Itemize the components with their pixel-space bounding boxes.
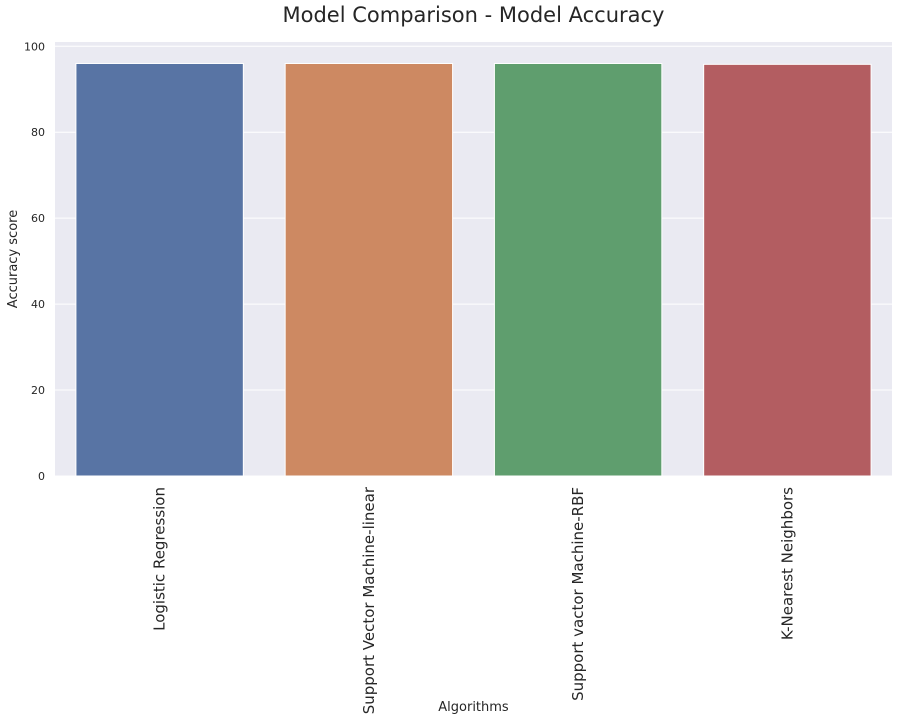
x-tick-label: Logistic Regression xyxy=(151,487,169,631)
y-axis-title: Accuracy score xyxy=(6,210,21,308)
y-tick-label: 100 xyxy=(24,40,45,53)
x-tick-label: Support vactor Machine-RBF xyxy=(569,487,587,701)
y-tick-label: 60 xyxy=(31,212,45,225)
bars xyxy=(75,62,872,477)
x-axis-title: Algorithms xyxy=(438,700,509,715)
x-tick-label: Support Vector Machine-linear xyxy=(360,486,378,714)
chart-title: Model Comparison - Model Accuracy xyxy=(283,3,665,27)
x-axis-ticks: Logistic Regression Support Vector Machin… xyxy=(151,486,797,714)
x-tick-label: K-Nearest Neighbors xyxy=(778,487,796,640)
y-axis-ticks: 0 20 40 60 80 100 xyxy=(24,40,45,483)
bar xyxy=(75,62,244,477)
y-tick-label: 80 xyxy=(31,126,45,139)
bar xyxy=(703,63,872,477)
y-tick-label: 40 xyxy=(31,298,45,311)
bar xyxy=(493,62,663,477)
y-tick-label: 0 xyxy=(38,470,45,483)
y-tick-label: 20 xyxy=(31,384,45,397)
bar xyxy=(284,62,454,477)
